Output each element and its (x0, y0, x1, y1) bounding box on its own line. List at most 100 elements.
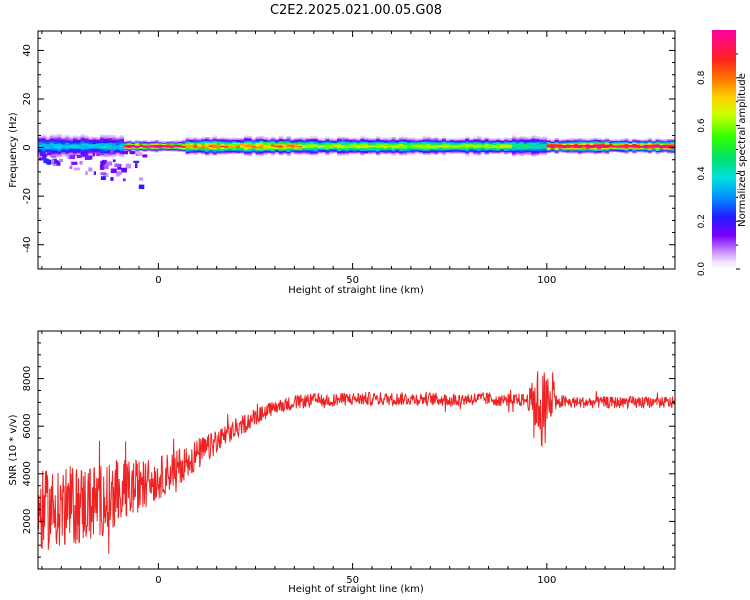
heatmap-cell (663, 147, 668, 150)
heatmap-cell (488, 149, 493, 152)
heatmap-cell (302, 138, 307, 141)
heatmap-cell (45, 142, 51, 145)
heatmap-cell (61, 141, 66, 144)
heatmap-cell (84, 138, 89, 140)
heatmap-cell (185, 146, 190, 148)
heatmap-cell (240, 152, 245, 154)
heatmap-cell (523, 142, 528, 144)
heatmap-cell (539, 149, 544, 151)
heatmap-cell (356, 152, 361, 154)
heatmap-cell (488, 145, 493, 147)
heatmap-cell (449, 141, 455, 144)
heatmap-cell (414, 151, 420, 154)
heatmap-cell (360, 137, 365, 139)
heatmap-cell (236, 141, 241, 144)
heatmap-cell (562, 146, 567, 149)
heatmap-cell (80, 143, 86, 146)
heatmap-cell (290, 149, 295, 151)
heatmap-cell (177, 142, 183, 145)
heatmap-cell (589, 140, 594, 142)
heatmap-cell (589, 137, 594, 140)
heatmap-cell (73, 145, 78, 147)
heatmap-cell (53, 152, 58, 154)
heatmap-cell (274, 139, 280, 142)
heatmap-cell (274, 151, 280, 154)
heatmap-cell (445, 142, 451, 145)
heatmap-cell (430, 146, 435, 149)
heatmap-cell (527, 152, 532, 155)
heatmap-cell (581, 145, 587, 148)
heatmap-cell (154, 145, 159, 148)
heatmap-cell (527, 142, 532, 145)
heatmap-cell (69, 148, 74, 151)
heatmap-cell (73, 148, 78, 151)
heatmap-cell (117, 171, 123, 175)
heatmap-cell (457, 148, 462, 151)
heatmap-cell (65, 141, 70, 143)
y-tick-label: 4000 (22, 461, 33, 486)
heatmap-cell (391, 146, 396, 149)
heatmap-cell (107, 148, 113, 151)
heatmap-cell (88, 152, 93, 155)
heatmap-cell (236, 151, 241, 153)
heatmap-cell (473, 144, 478, 146)
heatmap-cell (438, 138, 443, 140)
heatmap-cell (496, 150, 501, 153)
heatmap-cell (473, 153, 478, 156)
heatmap-cell (240, 142, 245, 144)
heatmap-cell (643, 138, 649, 141)
heatmap-cell (197, 146, 202, 149)
heatmap-cell (562, 142, 567, 144)
heatmap-cell (496, 140, 501, 143)
heatmap-cell (127, 147, 132, 150)
heatmap-cell (88, 140, 93, 143)
heatmap-cell (189, 144, 194, 147)
heatmap-cell (531, 155, 536, 157)
heatmap-cell (185, 153, 190, 156)
heatmap-cell (593, 151, 598, 154)
heatmap-cell (492, 142, 497, 145)
heatmap-cell (535, 142, 540, 144)
heatmap-cell (492, 143, 497, 146)
heatmap-cell (228, 139, 233, 141)
heatmap-cell (313, 139, 319, 142)
heatmap-cell (119, 155, 124, 157)
heatmap-cell (115, 137, 121, 140)
heatmap-cell (597, 149, 602, 151)
spectrogram-xlabel: Height of straight line (km) (288, 285, 424, 296)
heatmap-cell (663, 146, 668, 149)
heatmap-cell (364, 148, 369, 150)
heatmap-cell (352, 138, 357, 141)
heatmap-cell (418, 151, 423, 154)
heatmap-cell (632, 139, 637, 141)
heatmap-cell (636, 149, 641, 152)
heatmap-cell (655, 149, 660, 151)
heatmap-cell (189, 142, 194, 145)
heatmap-cell (41, 140, 47, 143)
heatmap-cell (286, 140, 291, 143)
heatmap-cell (570, 141, 575, 143)
heatmap-cell (667, 148, 672, 151)
heatmap-cell (655, 137, 660, 139)
heatmap-cell (224, 143, 229, 145)
heatmap-cell (496, 143, 501, 146)
heatmap-cell (309, 151, 315, 154)
heatmap-cell (449, 140, 455, 142)
heatmap-cell (539, 153, 544, 156)
heatmap-cell (104, 138, 109, 140)
heatmap-cell (259, 151, 264, 154)
heatmap-cell (111, 154, 117, 157)
heatmap-cell (150, 144, 155, 147)
heatmap-cell (208, 143, 214, 145)
y-tick-label: 2000 (22, 509, 33, 534)
heatmap-cell (515, 151, 521, 154)
heatmap-cell (616, 145, 622, 147)
heatmap-cell (189, 152, 194, 154)
heatmap-cell (597, 145, 602, 147)
heatmap-cell (107, 141, 113, 143)
heatmap-cell (539, 152, 544, 155)
heatmap-cell (504, 147, 509, 149)
heatmap-cell (593, 140, 598, 143)
heatmap-cell (240, 138, 245, 140)
heatmap-cell (61, 135, 66, 137)
